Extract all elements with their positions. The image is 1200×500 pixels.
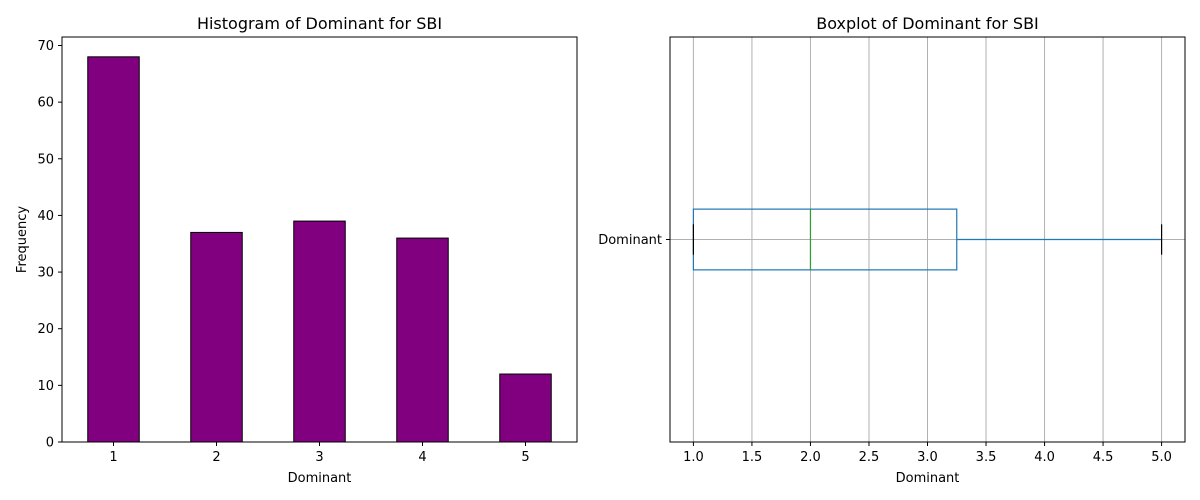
histogram-bar-4 [396,237,449,443]
histogram-y-tick-label: 50 [37,152,54,167]
boxplot-y-tick-label: Dominant [598,233,662,248]
histogram-bar-1 [87,56,140,443]
histogram-x-tick-label: 5 [521,450,529,465]
histogram-x-tick-label: 2 [212,450,220,465]
histogram-title: Histogram of Dominant for SBI [197,14,442,33]
histogram-x-tick-label: 4 [418,450,426,465]
boxplot-x-tick-label: 2.0 [800,450,821,465]
boxplot-x-tick-label: 1.0 [683,450,704,465]
boxplot-x-tick-label: 2.5 [859,450,880,465]
histogram-y-tick-label: 10 [37,379,54,394]
histogram-bars [87,56,552,443]
histogram-y-axis-label: Frequency [15,206,30,273]
histogram-chart: Histogram of Dominant for SBI 1 2 3 4 5 0 10 2… [15,14,578,486]
histogram-bar-5 [499,373,552,443]
histogram-x-tick-label: 1 [109,450,117,465]
histogram-y-ticks: 0 10 20 30 40 50 60 70 [37,39,62,451]
histogram-x-tick-label: 3 [315,450,323,465]
boxplot-x-tick-label: 1.5 [742,450,763,465]
boxplot-title: Boxplot of Dominant for SBI [816,14,1039,33]
boxplot-chart: Boxplot of Dominant for SBI 1.0 1.5 2.0 2.5… [598,14,1186,486]
boxplot-x-tick-label: 3.5 [976,450,997,465]
histogram-bar-2 [190,231,243,443]
boxplot-x-tick-label: 3.0 [917,450,938,465]
boxplot-x-tick-label: 4.0 [1034,450,1055,465]
boxplot-y-tick: Dominant [598,233,670,248]
histogram-y-tick-label: 30 [37,266,54,281]
histogram-y-tick-label: 70 [37,39,54,54]
histogram-y-tick-label: 60 [37,96,54,111]
boxplot-x-ticks: 1.0 1.5 2.0 2.5 3.0 3.5 4.0 4.5 5.0 [683,442,1172,465]
boxplot-x-axis-label: Dominant [896,471,960,486]
histogram-bar-3 [293,220,346,443]
boxplot-x-tick-label: 4.5 [1093,450,1114,465]
histogram-x-axis-label: Dominant [288,471,352,486]
histogram-y-tick-label: 0 [46,436,54,451]
histogram-x-ticks: 1 2 3 4 5 [109,442,530,465]
histogram-y-tick-label: 40 [37,209,54,224]
boxplot-x-tick-label: 5.0 [1151,450,1172,465]
histogram-y-tick-label: 20 [37,322,54,337]
boxplot-elements [692,208,1163,271]
